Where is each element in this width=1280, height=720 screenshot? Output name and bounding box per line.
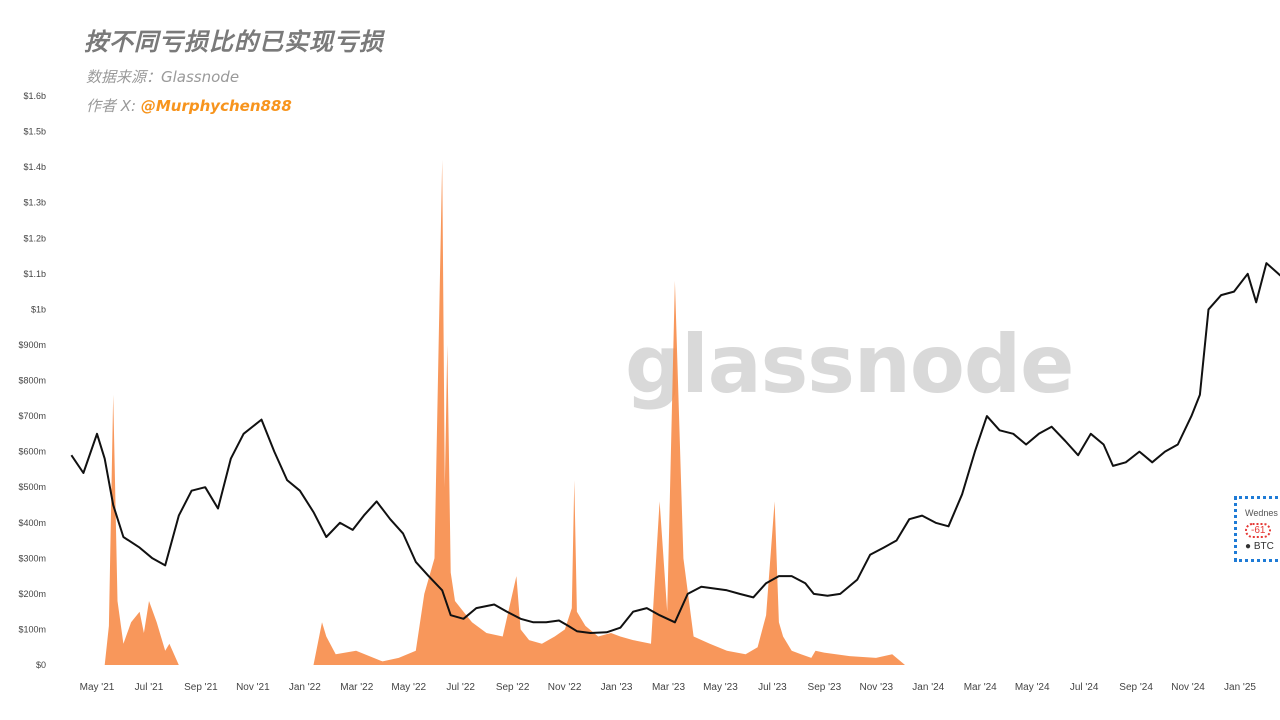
x-axis: May '21 Jul '21 Sep '21 Nov '21 Jan '22 Mar '… (80, 682, 1257, 693)
x-tick-label: May '21 (80, 682, 115, 693)
x-tick-label: May '22 (391, 682, 426, 693)
glassnode-watermark: glassnode (625, 318, 1074, 411)
x-tick-label: Jul '22 (446, 682, 475, 693)
x-tick-label: Jan '23 (601, 682, 633, 693)
y-tick-label: $500m (18, 482, 46, 492)
x-tick-label: Jul '23 (758, 682, 787, 693)
x-tick-label: Mar '24 (964, 682, 997, 693)
x-tick-label: Nov '22 (548, 682, 582, 693)
hover-tooltip: Wednes -61 ● BTC (1234, 496, 1280, 562)
author-credit: 作者 X: @Murphychen888 (86, 95, 292, 116)
x-tick-label: Nov '23 (860, 682, 894, 693)
x-tick-label: Jul '24 (1070, 682, 1099, 693)
tooltip-btc-label: ● BTC (1245, 541, 1274, 552)
x-tick-label: Sep '21 (184, 682, 218, 693)
y-tick-label: $1b (31, 304, 46, 314)
x-tick-label: Sep '24 (1119, 682, 1153, 693)
y-tick-label: $800m (18, 376, 46, 386)
tooltip-date: Wednes (1245, 508, 1278, 518)
chart-title: 按不同亏损比的已实现亏损 (84, 28, 384, 56)
realized-loss-area (71, 160, 906, 665)
y-tick-label: $300m (18, 553, 46, 563)
y-axis: $0 $100m $200m $300m $400m $500m $600m $700m $80… (18, 91, 46, 670)
x-tick-label: Mar '23 (652, 682, 685, 693)
x-tick-label: Jul '21 (135, 682, 164, 693)
y-tick-label: $1.6b (23, 91, 46, 101)
x-tick-label: Nov '24 (1171, 682, 1205, 693)
y-tick-label: $900m (18, 340, 46, 350)
x-tick-label: Jan '22 (289, 682, 321, 693)
btc-price-line-layer (70, 262, 1280, 634)
y-tick-label: $1.2b (23, 233, 46, 243)
data-source: 数据来源：Glassnode (86, 68, 240, 86)
y-tick-label: $100m (18, 624, 46, 634)
x-tick-label: May '23 (703, 682, 738, 693)
tooltip-loss-value: -61 (1245, 523, 1272, 538)
y-tick-label: $600m (18, 447, 46, 457)
y-tick-label: $1.3b (23, 198, 46, 208)
y-tick-label: $0 (36, 660, 46, 670)
y-tick-label: $400m (18, 518, 46, 528)
btc-price-line (70, 262, 1280, 634)
x-tick-label: Sep '23 (808, 682, 842, 693)
y-tick-label: $700m (18, 411, 46, 421)
realized-loss-area-layer (71, 160, 906, 665)
x-tick-label: Jan '25 (1224, 682, 1256, 693)
author-label: 作者 X: (86, 97, 141, 115)
y-tick-label: $1.5b (23, 127, 46, 137)
y-tick-label: $1.1b (23, 269, 46, 279)
y-tick-label: $200m (18, 589, 46, 599)
x-tick-label: Jan '24 (912, 682, 944, 693)
x-tick-label: Nov '21 (236, 682, 270, 693)
y-tick-label: $1.4b (23, 162, 46, 172)
x-tick-label: May '24 (1015, 682, 1050, 693)
x-tick-label: Sep '22 (496, 682, 530, 693)
author-handle: @Murphychen888 (140, 97, 292, 115)
x-tick-label: Mar '22 (340, 682, 373, 693)
